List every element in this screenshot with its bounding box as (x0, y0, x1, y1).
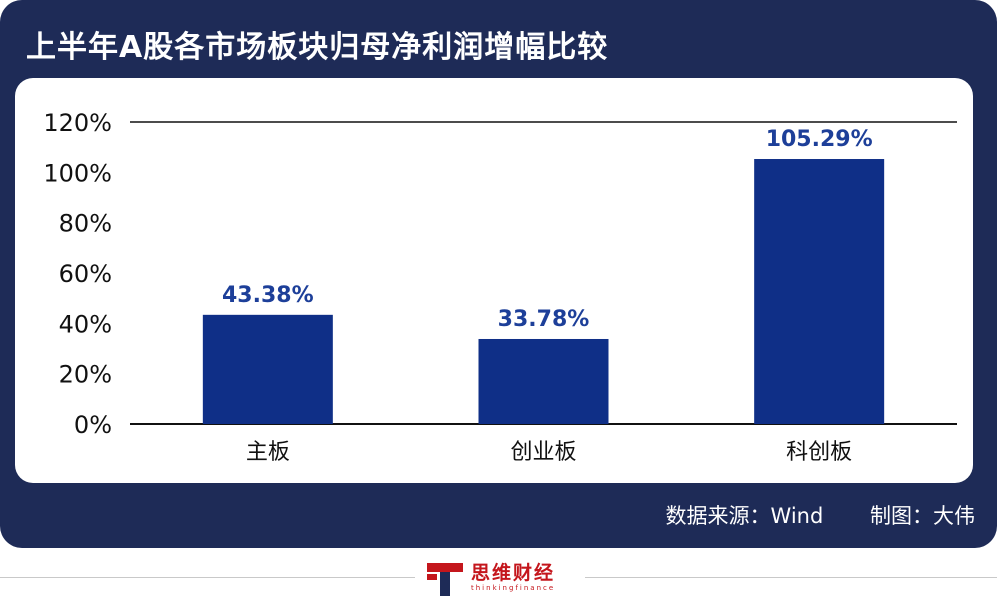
x-tick-label: 创业板 (510, 440, 576, 465)
source-line: 数据来源：Wind 制图：大伟 (666, 500, 975, 530)
x-tick-label: 主板 (246, 440, 290, 465)
brand-logo: 思维财经 thinkingfinance (427, 560, 555, 596)
y-tick-label: 120% (43, 109, 112, 137)
bar (754, 159, 885, 424)
y-tick-label: 40% (59, 310, 112, 338)
brand-logo-icon (427, 560, 463, 596)
chart-author: 制图：大伟 (870, 504, 975, 528)
y-tick-label: 20% (59, 361, 112, 389)
bar (202, 314, 333, 424)
footer-divider-right (585, 577, 997, 578)
data-label: 43.38% (222, 283, 314, 308)
data-source: 数据来源：Wind (665, 504, 824, 528)
x-tick-label: 科创板 (786, 440, 852, 465)
y-tick-label: 60% (59, 260, 112, 288)
chart-card: 上半年A股各市场板块归母净利润增幅比较 0% 20% 40% 60% 80% 100% 12… (0, 0, 997, 548)
data-label: 105.29% (766, 127, 873, 152)
data-label: 33.78% (498, 307, 590, 332)
y-tick-label: 100% (43, 159, 112, 187)
y-tick-label: 0% (74, 411, 112, 439)
bar (478, 338, 609, 424)
chart-panel: 0% 20% 40% 60% 80% 100% 120% 43.38% 主板 33.78% 创业板 1… (15, 78, 973, 483)
bar-chart: 0% 20% 40% 60% 80% 100% 120% 43.38% 主板 33.78% 创业板 1… (43, 109, 957, 465)
chart-title: 上半年A股各市场板块归母净利润增幅比较 (26, 30, 609, 65)
footer-divider-left (0, 577, 415, 578)
y-tick-label: 80% (59, 210, 112, 238)
brand-name-en: thinkingfinance (471, 584, 556, 592)
brand-name: 思维财经 (471, 562, 556, 584)
